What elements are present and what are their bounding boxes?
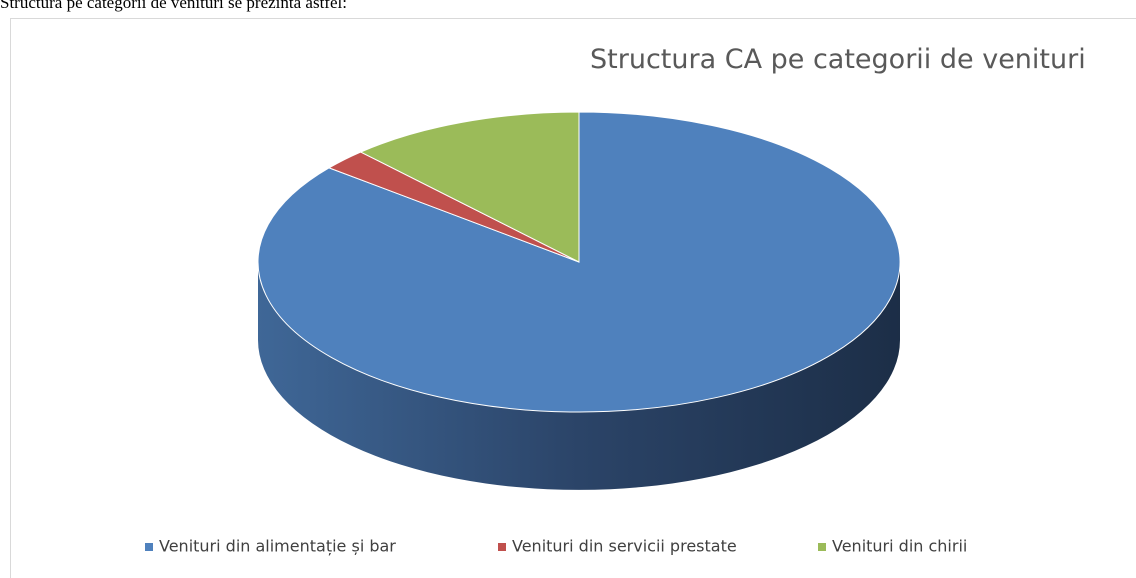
legend-label: Venituri din servicii prestate xyxy=(512,537,737,556)
legend-label: Venituri din chirii xyxy=(832,537,967,556)
legend-swatch xyxy=(498,543,506,551)
pie-side xyxy=(258,262,900,490)
document-text: Structura pe categorii de venituri se pr… xyxy=(0,0,347,12)
legend-swatch xyxy=(818,543,826,551)
chart-title: Structura CA pe categorii de venituri xyxy=(590,44,1086,75)
legend-label: Venituri din alimentație și bar xyxy=(159,537,396,556)
legend-swatch xyxy=(145,543,153,551)
pie-slice xyxy=(359,111,580,263)
